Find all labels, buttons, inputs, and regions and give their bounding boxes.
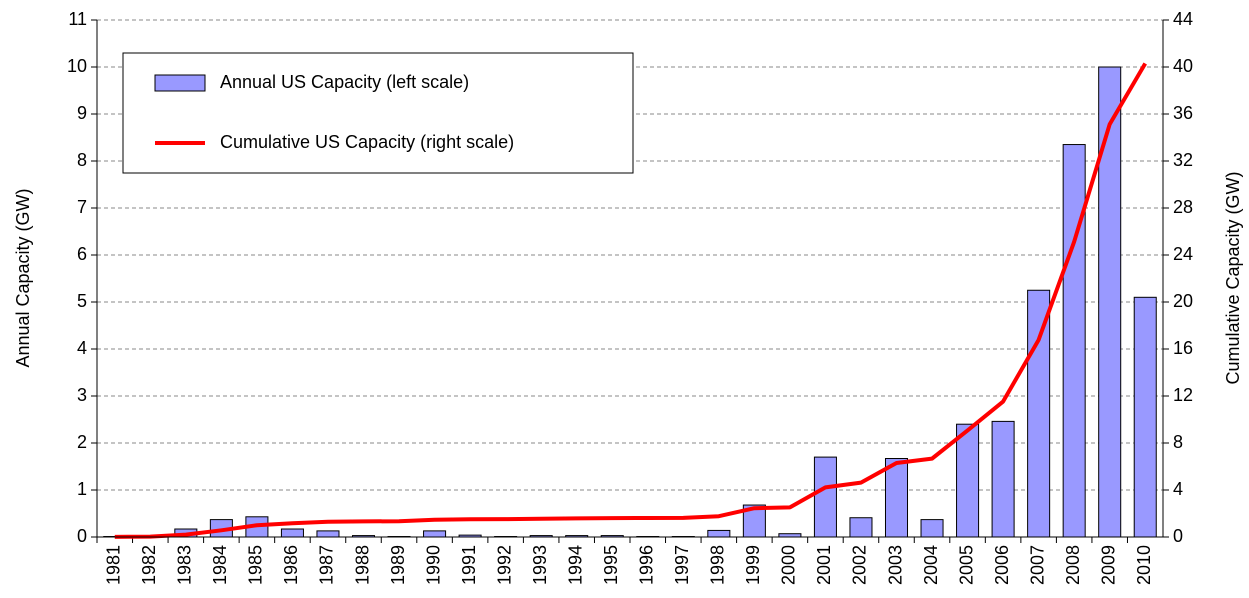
- y-tick-label: 10: [67, 56, 87, 76]
- bar: [849, 517, 873, 538]
- x-tick-label: 1995: [601, 545, 621, 585]
- x-tick-label: 1988: [352, 545, 372, 585]
- x-tick-label: 2006: [992, 545, 1012, 585]
- x-tick-label: 2005: [956, 545, 976, 585]
- y2-tick-label: 36: [1173, 103, 1193, 123]
- x-tick-label: 1986: [281, 545, 301, 585]
- line: [114, 62, 1147, 539]
- legend-label: Cumulative US Capacity (right scale): [220, 132, 514, 152]
- bar: [316, 530, 340, 538]
- bar: [280, 528, 304, 538]
- y-tick-label: 11: [68, 9, 87, 29]
- bar: [1133, 296, 1157, 538]
- x-tick-label: 1983: [175, 545, 195, 585]
- x-tick-label: 1993: [530, 545, 550, 585]
- y-tick-label: 0: [77, 526, 87, 546]
- bar: [1098, 66, 1122, 538]
- bar: [884, 458, 909, 538]
- y2-tick-label: 4: [1173, 479, 1183, 499]
- x-tick-label: 1991: [459, 545, 479, 585]
- x-tick-label: 2007: [1027, 545, 1047, 585]
- y-tick-label: 2: [77, 432, 87, 452]
- x-tick-label: 1996: [637, 545, 657, 585]
- x-tick-label: 2001: [814, 545, 834, 585]
- x-tick-label: 1999: [743, 545, 763, 585]
- x-tick-label: 2009: [1098, 545, 1118, 585]
- x-tick-label: 2000: [779, 545, 799, 585]
- y2-tick-label: 12: [1173, 385, 1193, 405]
- bar: [707, 529, 731, 538]
- x-tick-label: 1994: [565, 545, 585, 585]
- y-tick-label: 6: [77, 244, 87, 264]
- y-tick-label: 9: [77, 103, 87, 123]
- y2-tick-label: 0: [1173, 526, 1183, 546]
- y-tick-label: 7: [77, 197, 87, 217]
- legend: [122, 52, 634, 174]
- y2-tick-label: 24: [1173, 244, 1193, 264]
- y-tick-label: 4: [77, 338, 87, 358]
- y2-tick-label: 16: [1173, 338, 1193, 358]
- y-tick-label: 8: [77, 150, 87, 170]
- y-axis-label: Annual Capacity (GW): [13, 188, 33, 367]
- y2-tick-label: 44: [1173, 9, 1193, 29]
- bar: [1062, 144, 1086, 538]
- x-tick-label: 1984: [210, 545, 230, 585]
- x-tick-label: 1981: [104, 545, 124, 585]
- x-tick-label: 1998: [708, 545, 728, 585]
- y2-tick-label: 40: [1173, 56, 1193, 76]
- legend-swatch: [154, 74, 206, 92]
- y2-tick-label: 28: [1173, 197, 1193, 217]
- bar: [920, 519, 944, 538]
- y-tick-label: 5: [77, 291, 87, 311]
- legend-label: Annual US Capacity (left scale): [220, 72, 469, 92]
- x-tick-label: 2003: [885, 545, 905, 585]
- y2-tick-label: 32: [1173, 150, 1193, 170]
- bar: [991, 420, 1015, 538]
- bar: [956, 423, 980, 538]
- y2-tick-label: 8: [1173, 432, 1183, 452]
- x-tick-label: 1989: [388, 545, 408, 585]
- x-tick-label: 1985: [246, 545, 266, 585]
- y-tick-label: 3: [77, 385, 87, 405]
- x-tick-label: 2004: [921, 545, 941, 585]
- bar: [813, 456, 837, 538]
- x-tick-label: 1987: [317, 545, 337, 585]
- y2-tick-label: 20: [1173, 291, 1193, 311]
- x-tick-label: 1997: [672, 545, 692, 585]
- x-tick-label: 1992: [494, 545, 514, 585]
- x-tick-label: 2008: [1063, 545, 1083, 585]
- x-tick-label: 2010: [1134, 545, 1154, 585]
- x-tick-label: 1990: [423, 545, 443, 585]
- x-tick-label: 2002: [850, 545, 870, 585]
- y-tick-label: 1: [77, 479, 87, 499]
- bar: [1027, 289, 1051, 538]
- x-tick-label: 1982: [139, 545, 159, 585]
- bar: [423, 530, 447, 538]
- y2-axis-label: Cumulative Capacity (GW): [1223, 171, 1243, 384]
